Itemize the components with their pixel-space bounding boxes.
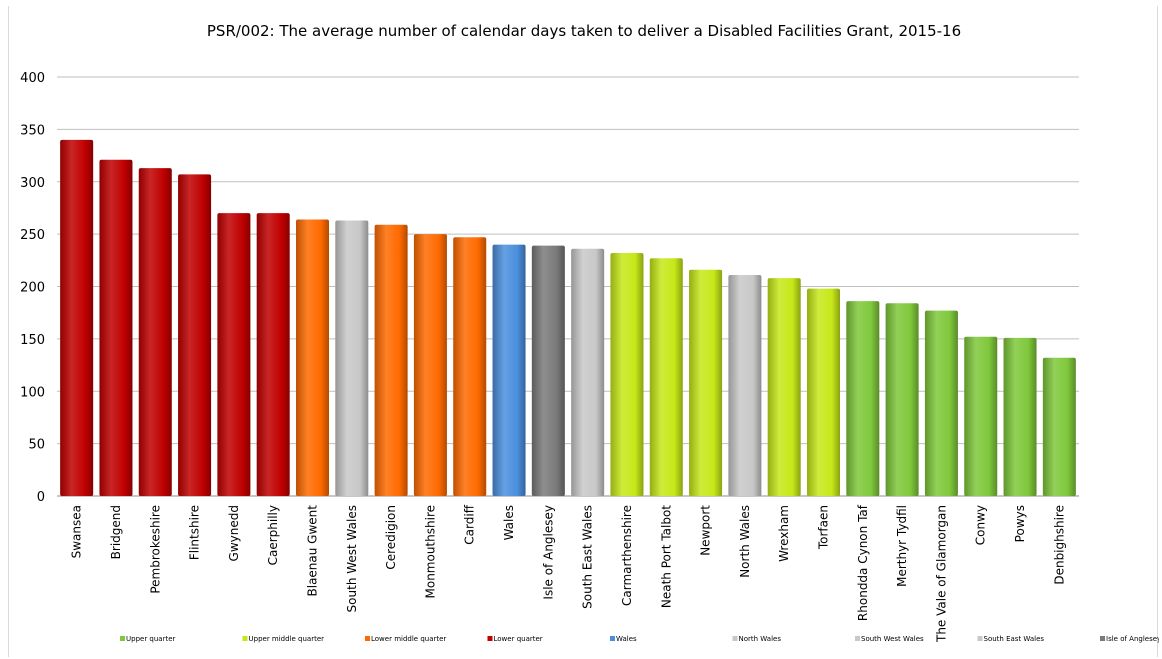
- chart-title: PSR/002: The average number of calendar …: [206, 22, 962, 40]
- bar-denbighshire: [1042, 357, 1076, 496]
- legend-label-south-west-wales: South West Wales: [861, 635, 924, 643]
- bar-newport: [689, 269, 723, 496]
- x-tick-label: Merthyr Tydfil: [895, 505, 909, 587]
- x-tick-label: Denbighshire: [1052, 505, 1066, 585]
- legend-label-south-east-wales: South East Wales: [984, 635, 1045, 643]
- legend-swatch-south-west-wales: [855, 636, 860, 641]
- x-tick-label: Wrexham: [777, 505, 791, 562]
- y-tick-label: 350: [20, 123, 45, 138]
- x-tick-label: North Wales: [738, 505, 752, 578]
- bar-monmouthshire: [413, 234, 447, 496]
- y-tick-label: 50: [28, 438, 45, 453]
- x-tick-label: Monmouthshire: [423, 505, 437, 598]
- bar-blaenau-gwent: [295, 219, 330, 496]
- bar-merthyr-tydfil: [885, 303, 919, 496]
- bar-conwy: [964, 336, 998, 496]
- bar-south-east-wales: [571, 248, 605, 496]
- x-tick-label: Cardiff: [463, 504, 477, 544]
- bar-cardiff: [453, 237, 487, 496]
- legend-swatch-south-east-wales: [977, 636, 983, 641]
- bar-pembrokeshire: [138, 168, 172, 496]
- y-tick-label: 400: [20, 71, 45, 86]
- x-tick-label: Isle of Anglesey: [541, 505, 555, 600]
- bar-neath-port-talbot: [649, 258, 683, 496]
- y-axis-ticks: 0 50 100 150 200 250 300 350 400: [20, 71, 45, 505]
- x-tick-label: Wales: [502, 505, 516, 540]
- bar-south-west-wales: [335, 220, 369, 496]
- bars: [60, 139, 1076, 497]
- bar-carmarthenshire: [610, 252, 644, 496]
- x-tick-label: Conwy: [974, 505, 988, 545]
- x-tick-label: Swansea: [70, 505, 84, 558]
- x-tick-label: Powys: [1013, 505, 1027, 542]
- y-tick-label: 150: [20, 333, 45, 348]
- x-axis-labels: Swansea Bridgend Pembrokeshire Flintshire Gw…: [70, 504, 1067, 643]
- x-tick-label: The Vale of Glamorgan: [934, 505, 948, 643]
- x-tick-label: Carmarthenshire: [620, 505, 634, 606]
- bar-powys: [1003, 337, 1037, 496]
- legend-label-lower-middle-quarter: Lower middle quarter: [371, 635, 446, 643]
- legend-label-upper-quarter: Upper quarter: [126, 635, 176, 643]
- x-tick-label: Pembrokeshire: [148, 505, 162, 594]
- x-tick-label: Rhondda Cynon Taf: [856, 504, 870, 621]
- bar-isle-of-anglesey: [531, 245, 565, 496]
- y-tick-label: 0: [37, 490, 45, 505]
- bar-wrexham: [767, 278, 801, 496]
- bar-caerphilly: [256, 213, 290, 497]
- legend-label-north-wales: North Wales: [739, 635, 782, 643]
- bar-gwynedd: [217, 213, 251, 497]
- y-tick-label: 100: [20, 385, 45, 400]
- chart-plot: 0 50 100 150 200 250 300 350 400 Swansea Bridgend…: [20, 71, 1159, 643]
- legend-swatch-upper-quarter: [120, 636, 125, 641]
- legend-swatch-lower-quarter: [487, 636, 493, 641]
- legend: Upper quarter Upper middle quarter Lower m…: [120, 635, 1159, 643]
- bar-the-vale-of-glamorgan: [924, 310, 958, 496]
- legend-label-wales: Wales: [616, 635, 637, 643]
- bar-torfaen: [806, 288, 841, 496]
- x-tick-label: Neath Port Talbot: [659, 505, 673, 608]
- bar-ceredigion: [374, 224, 408, 496]
- legend-swatch-north-wales: [732, 636, 738, 641]
- bar-rhondda-cynon-taf: [846, 301, 880, 496]
- x-tick-label: Gwynedd: [227, 505, 241, 561]
- x-tick-label: Bridgend: [109, 505, 123, 559]
- y-tick-label: 300: [20, 176, 45, 191]
- chart-frame: PSR/002: The average number of calendar …: [8, 6, 1159, 657]
- x-tick-label: South East Wales: [581, 505, 595, 609]
- legend-label-lower-quarter: Lower quarter: [494, 635, 543, 643]
- x-tick-label: South West Wales: [345, 505, 359, 612]
- legend-swatch-lower-middle-quarter: [365, 636, 370, 641]
- x-tick-label: Newport: [699, 505, 713, 556]
- y-tick-label: 250: [20, 228, 45, 243]
- bar-flintshire: [178, 174, 212, 497]
- legend-swatch-upper-middle-quarter: [242, 636, 248, 641]
- x-tick-label: Flintshire: [188, 505, 202, 560]
- y-tick-label: 200: [20, 281, 45, 296]
- x-tick-label: Ceredigion: [384, 505, 398, 570]
- bar-swansea: [60, 139, 94, 496]
- x-tick-label: Blaenau Gwent: [306, 505, 320, 597]
- legend-label-isle-of-anglesey: Isle of Anglesey: [1106, 635, 1159, 643]
- bar-wales: [492, 244, 526, 496]
- legend-swatch-wales: [610, 636, 615, 641]
- bar-bridgend: [99, 159, 133, 496]
- bar-north-wales: [728, 274, 762, 496]
- x-tick-label: Torfaen: [817, 505, 831, 550]
- legend-swatch-isle-of-anglesey: [1100, 636, 1105, 641]
- legend-label-upper-middle-quarter: Upper middle quarter: [249, 635, 325, 643]
- x-tick-label: Caerphilly: [266, 505, 280, 565]
